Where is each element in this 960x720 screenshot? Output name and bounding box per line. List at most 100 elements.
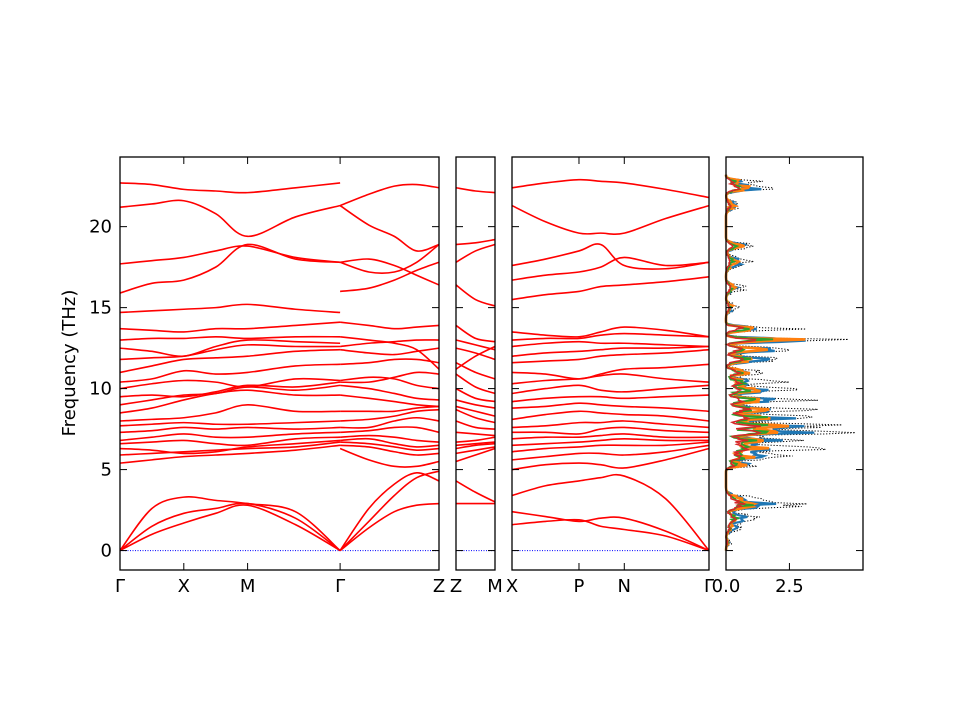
panel-frames [119, 156, 864, 571]
dos-curves [724, 174, 856, 551]
band-line-p3-s1-b5 [511, 444, 710, 461]
dos-xtick-label-1: 0.0 [712, 576, 741, 597]
band-line-p3-s1-b26 [511, 178, 710, 199]
band-line-p2-s1-b12 [455, 399, 496, 409]
y-tick-label-5: 20 [89, 217, 112, 238]
y-tick-label-4: 15 [89, 298, 112, 319]
band-line-p1-s2-b8 [340, 434, 440, 443]
band-line-p3-s1-b8 [511, 433, 710, 440]
band-line-p1-s1-b26 [119, 182, 341, 194]
band-line-p1-s1-b6 [119, 439, 341, 455]
band-line-p1-s2-b17 [340, 358, 440, 366]
band-line-p2-s1-b5 [455, 442, 496, 450]
band-line-p3-s1-b1 [511, 518, 710, 552]
band-panel-1-xtick-label-5: Z [433, 576, 445, 597]
band-line-p1-s2-b16 [340, 376, 440, 390]
band-line-p3-s1-b13 [511, 394, 710, 403]
band-line-p1-s1-b12 [119, 389, 341, 414]
band-line-p1-s2-b21 [340, 321, 440, 330]
band-line-p2-s1-b14 [455, 373, 496, 395]
band-line-p1-s2-b18 [340, 347, 440, 356]
band-line-p3-s1-b17 [511, 348, 710, 364]
band-panel-2-xtick-label-1: Z [450, 576, 462, 597]
band-line-p3-s1-b19 [511, 340, 710, 348]
band-line-p1-s1-b19 [119, 339, 341, 358]
band-line-p1-s2-b20 [340, 335, 440, 370]
band-line-p1-s2-b6 [340, 441, 440, 451]
band-line-p3-s1-b7 [511, 438, 710, 447]
band-line-p3-s1-b24 [511, 243, 710, 270]
band-line-p1-s1-b11 [119, 403, 341, 422]
band-line-p2-s1-b13 [455, 387, 496, 403]
band-line-p1-s1-b17 [119, 348, 341, 374]
band-line-p2-s1-b11 [455, 405, 496, 417]
band-panel-1-xtick-label-3: M [240, 576, 256, 597]
band-line-p1-s2-b23 [340, 258, 440, 286]
band-line-p1-s2-b12 [340, 405, 440, 413]
band-lines [119, 178, 710, 552]
band-line-p1-s1-b22 [119, 303, 341, 314]
band-panel-3-xtick-label-4: Γ [704, 576, 714, 597]
band-line-p1-s2-b22 [340, 261, 440, 293]
band-line-p1-s1-b3 [119, 496, 341, 552]
band-line-p1-s1-b9 [119, 426, 341, 434]
band-line-p2-s1-b18 [455, 324, 496, 343]
band-line-p1-s1-b1 [119, 504, 341, 552]
band-line-p1-s2-b26 [339, 183, 440, 207]
band-line-p1-s1-b16 [119, 363, 341, 383]
band-line-p1-s2-b24 [339, 243, 440, 275]
band-line-p3-s1-b23 [511, 256, 710, 281]
band-panel-1-xtick-label-4: Γ [335, 576, 345, 597]
band-line-p1-s1-b20 [119, 335, 341, 341]
band-line-p3-s1-b11 [511, 410, 710, 422]
y-tick-label-3: 10 [89, 379, 112, 400]
band-panel-1-xtick-label-1: Γ [115, 576, 125, 597]
band-line-p1-s1-b13 [119, 384, 341, 406]
y-tick-label-1: 0 [101, 541, 112, 562]
band-panel-1-xtick-label-2: X [178, 576, 190, 597]
band-line-p2-s1-b20 [455, 284, 496, 307]
band-line-p3-s1-b4 [511, 447, 710, 471]
band-line-p2-s1-b21 [455, 243, 496, 263]
band-line-p1-s2-b7 [340, 437, 440, 448]
y-tick-label-2: 5 [101, 460, 112, 481]
band-line-p2-s1-b9 [455, 420, 496, 430]
band-panel-2-frame [455, 156, 496, 571]
band-line-p3-s1-b14 [511, 384, 710, 395]
band-line-p1-s2-b10 [340, 416, 440, 429]
band-line-p1-s2-b4 [339, 447, 440, 468]
band-line-p1-s1-b15 [119, 377, 341, 390]
band-line-p2-s1-b16 [455, 347, 496, 361]
band-line-p1-s2-b3 [339, 472, 440, 552]
band-line-p3-s1-b16 [511, 363, 710, 380]
band-line-p1-s1-b14 [119, 381, 341, 398]
band-panel-3-frame [511, 156, 710, 571]
band-line-p1-s1-b18 [119, 343, 341, 361]
band-line-p2-s1-b2 [455, 480, 496, 503]
band-line-p3-s1-b18 [511, 345, 710, 358]
band-line-p3-s1-b21 [511, 326, 710, 338]
y-axis-label: Frequency (THz) [59, 290, 80, 437]
band-panel-3-xtick-label-2: P [574, 576, 585, 597]
band-line-p3-s1-b20 [511, 332, 710, 341]
band-line-p1-s2-b5 [340, 444, 440, 456]
band-line-p2-s1-b3 [455, 447, 496, 463]
band-line-p2-s1-b7 [455, 436, 496, 443]
band-line-p1-s1-b5 [119, 441, 341, 456]
band-line-p2-s1-b22 [455, 238, 496, 246]
band-line-p1-s2-b11 [340, 408, 440, 422]
dos-xtick-label-2: 2.5 [775, 576, 804, 597]
band-line-p3-s1-b22 [511, 276, 710, 301]
band-line-p1-s2-b15 [340, 371, 440, 384]
band-line-p1-s2-b13 [340, 394, 440, 408]
band-line-p3-s1-b3 [511, 473, 710, 552]
band-line-p1-s2-b19 [340, 339, 440, 348]
band-line-p1-s1-b7 [119, 436, 341, 447]
band-line-p1-s2-b14 [340, 384, 440, 401]
band-line-p1-s1-b24 [119, 245, 341, 265]
band-line-p1-s1-b25 [119, 199, 341, 238]
band-line-p2-s1-b8 [455, 431, 496, 437]
band-line-p1-s1-b23 [119, 243, 341, 294]
band-panel-3-xtick-label-3: N [618, 576, 631, 597]
